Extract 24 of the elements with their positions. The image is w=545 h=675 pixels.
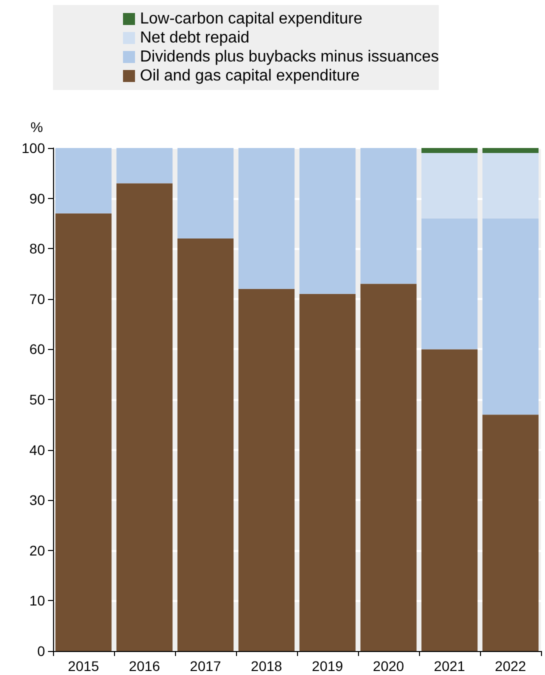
y-tick-label: 100 [22,140,46,156]
y-tick-label: 80 [29,240,46,257]
x-tick-label: 2016 [128,658,160,674]
y-tick-label: 0 [37,643,46,659]
x-tick-label: 2020 [372,658,404,674]
y-tick-label: 40 [29,442,46,458]
y-tick-label: 50 [29,392,46,408]
legend-label: Dividends plus buybacks minus issuances [140,48,439,66]
x-tick-label: 2021 [434,658,466,674]
y-axis-title: % [30,119,43,135]
x-tick-label: 2018 [250,658,282,674]
legend-label: Oil and gas capital expenditure [140,68,360,84]
y-tick-label: 60 [29,341,46,358]
legend-label: Low-carbon capital expenditure [140,10,362,28]
y-tick-label: 30 [29,492,46,508]
x-tick-label: 2019 [312,658,344,674]
y-tick-label: 20 [29,542,46,558]
y-tick-label: 10 [29,592,46,609]
x-tick-label: 2017 [190,658,222,674]
x-tick-label: 2022 [494,658,526,674]
legend-label: Net debt repaid [140,30,250,46]
y-tick-label: 70 [29,290,46,307]
x-tick-label: 2015 [68,658,100,674]
y-tick-label: 90 [29,190,46,206]
